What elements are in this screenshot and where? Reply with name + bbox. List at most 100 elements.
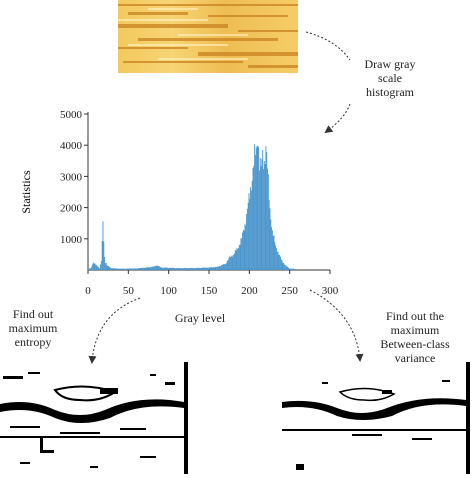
histogram-bar: [272, 236, 274, 270]
histogram-bar: [163, 267, 165, 270]
histogram-bar: [104, 256, 106, 270]
histogram-bar: [167, 267, 169, 270]
y-tick-label: 1000: [60, 234, 83, 246]
histogram-bar: [216, 266, 218, 270]
histogram-bar: [288, 267, 289, 270]
histogram-bar: [175, 268, 177, 270]
histogram-bar: [206, 267, 208, 270]
histogram-bar: [186, 268, 188, 270]
histogram-bar: [202, 267, 204, 270]
histogram-bar: [205, 267, 207, 270]
histogram-bar: [246, 208, 248, 270]
histogram-bar: [121, 268, 123, 270]
entropy-label-line-3: entropy: [14, 335, 52, 349]
histogram-bar: [88, 268, 90, 270]
histogram-bar: [93, 263, 95, 270]
histogram-bar: [213, 267, 214, 270]
histogram-bar: [163, 267, 164, 270]
histogram-bar: [267, 174, 269, 270]
histogram-bar: [117, 268, 119, 270]
histogram-bar: [258, 147, 260, 270]
histogram-bar: [151, 267, 153, 270]
histogram-bar: [245, 225, 247, 270]
draw-label-line-1: Draw gray: [364, 57, 416, 71]
between-label-line-1: Find out the: [385, 309, 444, 323]
between-label-line-3: Between-class: [380, 337, 450, 351]
histogram-bar: [280, 259, 282, 270]
x-tick-label: 100: [160, 285, 177, 297]
histogram-bar: [96, 266, 98, 270]
y-tick-label: 4000: [60, 140, 83, 152]
histogram-bar: [196, 267, 198, 270]
histogram-bar: [257, 145, 259, 270]
histogram-bar: [194, 268, 196, 270]
wood-grain-image: [118, 0, 298, 73]
histogram-bar: [284, 265, 286, 270]
histogram-bar: [97, 266, 99, 270]
histogram-bar: [238, 247, 239, 270]
histogram-bar: [179, 268, 181, 270]
histogram-bar: [182, 268, 184, 270]
histogram-bar: [238, 244, 240, 270]
histogram-bar: [212, 267, 214, 270]
histogram-bar: [229, 256, 231, 270]
histogram-bar: [277, 251, 279, 270]
histogram-bar: [274, 241, 276, 270]
histogram-bar: [203, 267, 205, 270]
histogram-bar: [229, 257, 231, 270]
histogram-bar: [228, 258, 230, 270]
histogram-bar: [100, 260, 102, 270]
histogram-bar: [241, 238, 243, 270]
histogram-bar: [122, 268, 124, 270]
histogram-bar: [292, 268, 294, 270]
histogram-bar: [207, 267, 209, 270]
x-tick-label: 0: [85, 285, 91, 297]
histogram-bar: [168, 267, 170, 270]
histogram-bar: [183, 268, 185, 270]
histogram-bar: [92, 262, 94, 270]
histogram-bar: [149, 267, 151, 270]
histogram-bar: [246, 213, 248, 270]
histogram-bar: [155, 266, 157, 270]
histogram-bar: [156, 265, 158, 270]
histogram-bar: [113, 268, 115, 270]
histogram-bar: [90, 268, 92, 270]
histogram-bar: [166, 267, 168, 270]
histogram-bar: [199, 267, 201, 270]
histogram-bar: [275, 245, 277, 270]
histogram-bar: [162, 267, 164, 270]
histogram-bar: [118, 268, 120, 270]
histogram-bar: [143, 267, 145, 270]
histogram-bar: [150, 266, 152, 270]
histogram-bar: [187, 268, 189, 270]
histogram-bar: [89, 268, 91, 270]
histogram-bar: [189, 268, 191, 270]
histogram-bar: [142, 267, 144, 270]
histogram-bar: [139, 268, 141, 270]
histogram-bar: [275, 247, 277, 270]
histogram-bar: [213, 267, 215, 270]
histogram-bar: [282, 262, 284, 270]
histogram-bar: [115, 268, 117, 270]
histogram-bar: [289, 268, 291, 270]
histogram-bar: [154, 265, 156, 270]
histogram-bar: [276, 251, 278, 270]
histogram-bar: [259, 170, 260, 270]
histogram-bar: [157, 265, 159, 270]
histogram-bar: [263, 161, 265, 270]
histogram-bar: [198, 267, 200, 270]
histogram-bar: [140, 268, 142, 270]
histogram-bar: [270, 219, 272, 270]
histogram-bar: [100, 264, 101, 270]
histogram-bar: [181, 268, 183, 270]
histogram-bar: [219, 266, 221, 270]
histogram-bar: [217, 266, 219, 270]
histogram-bar: [135, 268, 137, 270]
histogram-bar: [188, 268, 190, 270]
histogram-bar: [103, 241, 105, 270]
histogram-bar: [260, 166, 262, 270]
histogram-bar: [177, 268, 179, 270]
histogram-bar: [201, 267, 203, 270]
histogram-bar: [200, 267, 202, 270]
histogram-bar: [96, 264, 97, 270]
